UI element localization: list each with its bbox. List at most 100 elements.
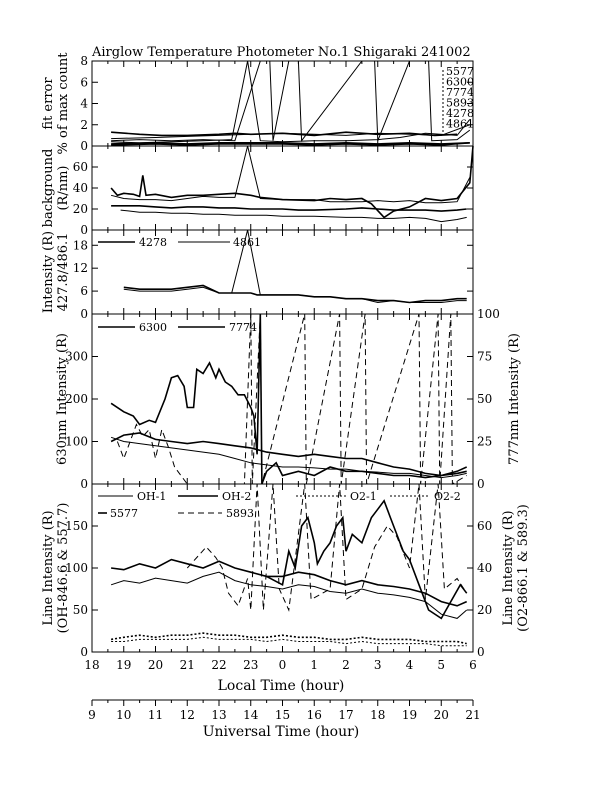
y-axis-label: Intensity (R)	[41, 231, 56, 313]
y-axis-label: 427.8/486.1	[56, 233, 71, 312]
y-tick-label: 12	[73, 261, 88, 275]
series-line-oi-red-green-6300	[110, 313, 468, 485]
y-tick-label: 150	[65, 519, 88, 533]
series-line-line-intensity-O2-2	[111, 636, 467, 647]
y-right-tick-label: 0	[477, 645, 485, 659]
y-tick-label: 100	[65, 435, 88, 449]
legend-5893: 5893	[446, 97, 474, 110]
universal-time-tick-label: 14	[243, 708, 259, 722]
series-line-background-0	[110, 145, 474, 219]
y-right-tick-label: 25	[477, 435, 492, 449]
universal-time-tick-label: 17	[338, 708, 353, 722]
universal-time-tick-label: 9	[88, 708, 96, 722]
y-right-tick-label: 100	[477, 307, 500, 321]
local-time-tick-label: 4	[406, 658, 414, 672]
y-axis-label: Line Intensity (R)	[41, 510, 56, 625]
legend-7774: 7774	[446, 86, 474, 99]
legend-4278: 4278	[139, 236, 167, 249]
legend-5577: 5577	[446, 65, 474, 78]
y-tick-label: 300	[65, 350, 88, 364]
legend-7774: 7774	[229, 321, 257, 334]
y-axis-label: (R/nm)	[56, 165, 71, 210]
y-tick-label: 50	[73, 603, 88, 617]
legend-4278: 4278	[446, 107, 474, 120]
y-right-tick-label: 40	[477, 561, 492, 575]
local-time-tick-label: 20	[148, 658, 163, 672]
local-time-tick-label: 0	[279, 658, 287, 672]
y-axis-label: fit error	[41, 77, 56, 130]
series-line-fit-error-4278	[111, 142, 470, 146]
y-tick-label: 40	[73, 181, 88, 195]
series-line-line-intensity-OH-1	[110, 558, 468, 607]
legend-O2-1: O2-1	[350, 490, 377, 503]
y-axis-right-label: (O2-866.1 & 589.3)	[516, 504, 531, 632]
y-tick-label: 8	[80, 54, 88, 68]
local-time-tick-label: 2	[342, 658, 350, 672]
legend-O2-2: O2-2	[434, 490, 461, 503]
universal-time-tick-label: 20	[434, 708, 449, 722]
y-tick-label: 18	[73, 238, 88, 252]
y-tick-label: 20	[73, 202, 88, 216]
legend-OH-2: OH-2	[222, 490, 251, 503]
local-time-tick-label: 21	[180, 658, 195, 672]
y-tick-label: 200	[65, 392, 88, 406]
y-axis-label: (OH-846.6 & 557.7)	[56, 503, 71, 634]
local-time-tick-label: 18	[84, 658, 99, 672]
series-line-line-intensity-5577	[266, 499, 468, 620]
y-right-tick-label: 20	[477, 603, 492, 617]
legend-6300: 6300	[446, 76, 474, 89]
series-line-background-2	[111, 205, 467, 212]
local-time-tick-label: 22	[211, 658, 226, 672]
y-tick-label: 100	[65, 561, 88, 575]
series-line-line-intensity-O2-1	[110, 632, 467, 645]
y-tick-label: 2	[80, 118, 88, 132]
series-line-intensity-blue-4861	[123, 229, 467, 304]
local-time-tick-label: 1	[310, 658, 318, 672]
y-right-tick-label: 50	[477, 392, 492, 406]
universal-time-tick-label: 21	[465, 708, 480, 722]
y-tick-label: 0	[80, 139, 88, 153]
universal-time-tick-label: 16	[307, 708, 322, 722]
y-axis-label: 630nm Intensity (R)	[55, 333, 70, 465]
series-line-oi-red-green-2	[110, 432, 467, 477]
legend-5577: 5577	[110, 507, 138, 520]
y-axis-right-label: 777nm Intensity (R)	[507, 333, 522, 465]
series-line-line-intensity-OH-2	[110, 571, 468, 619]
universal-time-tick-label: 18	[370, 708, 385, 722]
local-time-tick-label: 23	[243, 658, 258, 672]
series-line-fit-error-5893	[111, 60, 471, 144]
chart-title: Airglow Temperature Photometer No.1 Shig…	[91, 45, 471, 60]
series-line-fit-error-7774	[111, 141, 470, 145]
series-line-fit-error-6300	[111, 60, 471, 143]
local-time-label: Local Time (hour)	[218, 678, 345, 694]
y-tick-label: 0	[80, 223, 88, 237]
legend-4861: 4861	[233, 236, 261, 249]
y-right-tick-label: 75	[477, 350, 492, 364]
y-tick-label: 6	[80, 284, 88, 298]
local-time-tick-label: 5	[437, 658, 445, 672]
y-right-tick-label: 60	[477, 519, 492, 533]
series-line-intensity-blue-4278	[123, 284, 467, 304]
local-time-tick-label: 6	[469, 658, 477, 672]
universal-time-label: Universal Time (hour)	[203, 724, 360, 740]
series-line-oi-red-green-3	[110, 436, 467, 479]
universal-time-tick-label: 10	[116, 708, 131, 722]
y-right-tick-label: 0	[477, 477, 485, 491]
oi-red-green-frame	[91, 313, 474, 485]
y-tick-label: 0	[80, 307, 88, 321]
universal-time-tick-label: 13	[211, 708, 226, 722]
y-tick-label: 0	[80, 477, 88, 491]
local-time-tick-label: 3	[374, 658, 382, 672]
y-tick-label: 6	[80, 75, 88, 89]
y-tick-label: 0	[80, 645, 88, 659]
y-tick-label: 4	[80, 97, 88, 111]
series-line-background-1	[110, 145, 471, 204]
y-axis-label: % of max count	[56, 52, 71, 155]
universal-time-tick-label: 19	[402, 708, 417, 722]
legend-OH-1: OH-1	[137, 490, 166, 503]
y-axis-label: background	[41, 149, 56, 228]
series-line-fit-error-4861	[111, 124, 470, 140]
universal-time-tick-label: 15	[275, 708, 290, 722]
y-tick-label: 60	[73, 160, 88, 174]
